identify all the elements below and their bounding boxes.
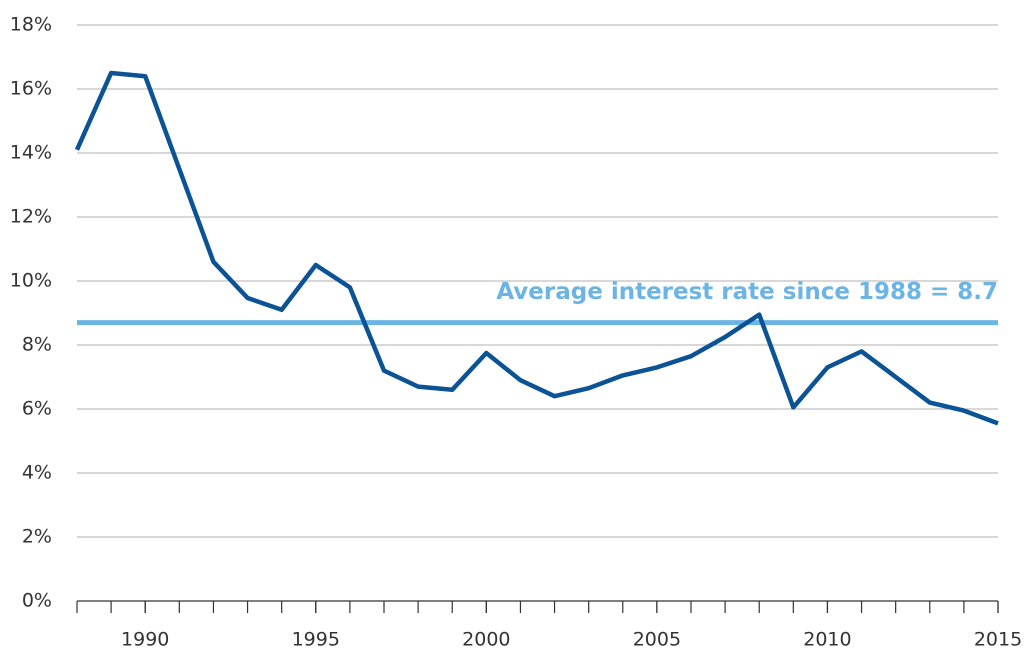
y-tick-label: 4% (22, 462, 52, 484)
y-tick-label: 14% (10, 142, 52, 164)
x-tick-label: 1995 (292, 629, 340, 651)
series-line (74, 70, 999, 426)
y-tick-label: 0% (22, 590, 52, 612)
x-tick-label: 2015 (974, 629, 1022, 651)
x-tick-label: 2005 (633, 629, 681, 651)
y-tick-label: 12% (10, 206, 52, 228)
y-tick-label: 2% (22, 526, 52, 548)
x-tick-label: 2000 (462, 629, 510, 651)
y-tick-label: 8% (22, 334, 52, 356)
y-tick-label: 16% (10, 78, 52, 100)
average-label: Average interest rate since 1988 = 8.7 (496, 279, 998, 305)
y-tick-label: 10% (10, 270, 52, 292)
x-tick-label: 2010 (803, 629, 851, 651)
y-tick-label: 6% (22, 398, 52, 420)
y-tick-label: 18% (10, 14, 52, 36)
x-tick-label: 1990 (121, 629, 169, 651)
